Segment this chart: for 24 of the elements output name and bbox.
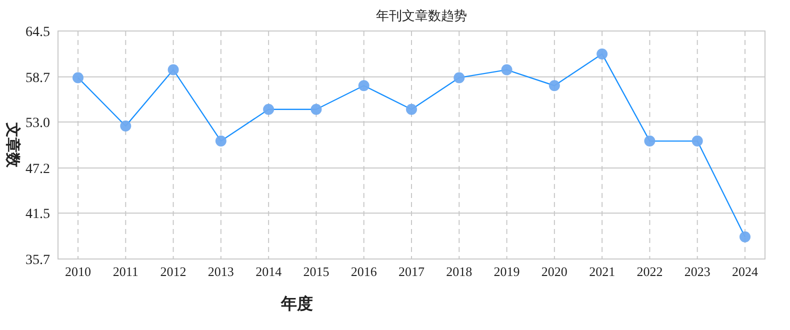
y-tick-label: 47.2 [26,162,50,177]
x-tick-label: 2018 [446,264,472,279]
y-tick-label: 58.7 [26,70,50,86]
x-tick-label: 2024 [732,264,758,279]
x-tick-label: 2020 [541,264,568,279]
x-tick-label: 2016 [350,264,378,279]
y-tick-label: 35.7 [26,253,50,268]
chart-title: 年刊文章数趋势 [376,8,467,23]
x-tick-label: 2010 [65,264,91,279]
x-axis-title: 年度 [280,294,313,313]
x-tick-label: 2021 [589,264,616,279]
x-tick-label: 2017 [398,264,425,279]
x-tick-label: 2011 [112,264,138,279]
x-tick-label: 2022 [636,264,663,279]
x-tick-label: 2012 [160,264,186,279]
x-tick-label: 2014 [256,264,282,279]
x-tick-label: 2015 [303,264,330,279]
y-tick-label: 64.5 [26,25,50,40]
x-tick-label: 2013 [208,264,234,279]
y-tick-label: 41.5 [26,207,50,222]
x-tick-label: 2019 [494,264,520,279]
y-axis-title: 文章数 [4,122,22,168]
x-tick-label: 2023 [684,264,710,279]
y-tick-label: 53.0 [26,116,50,132]
